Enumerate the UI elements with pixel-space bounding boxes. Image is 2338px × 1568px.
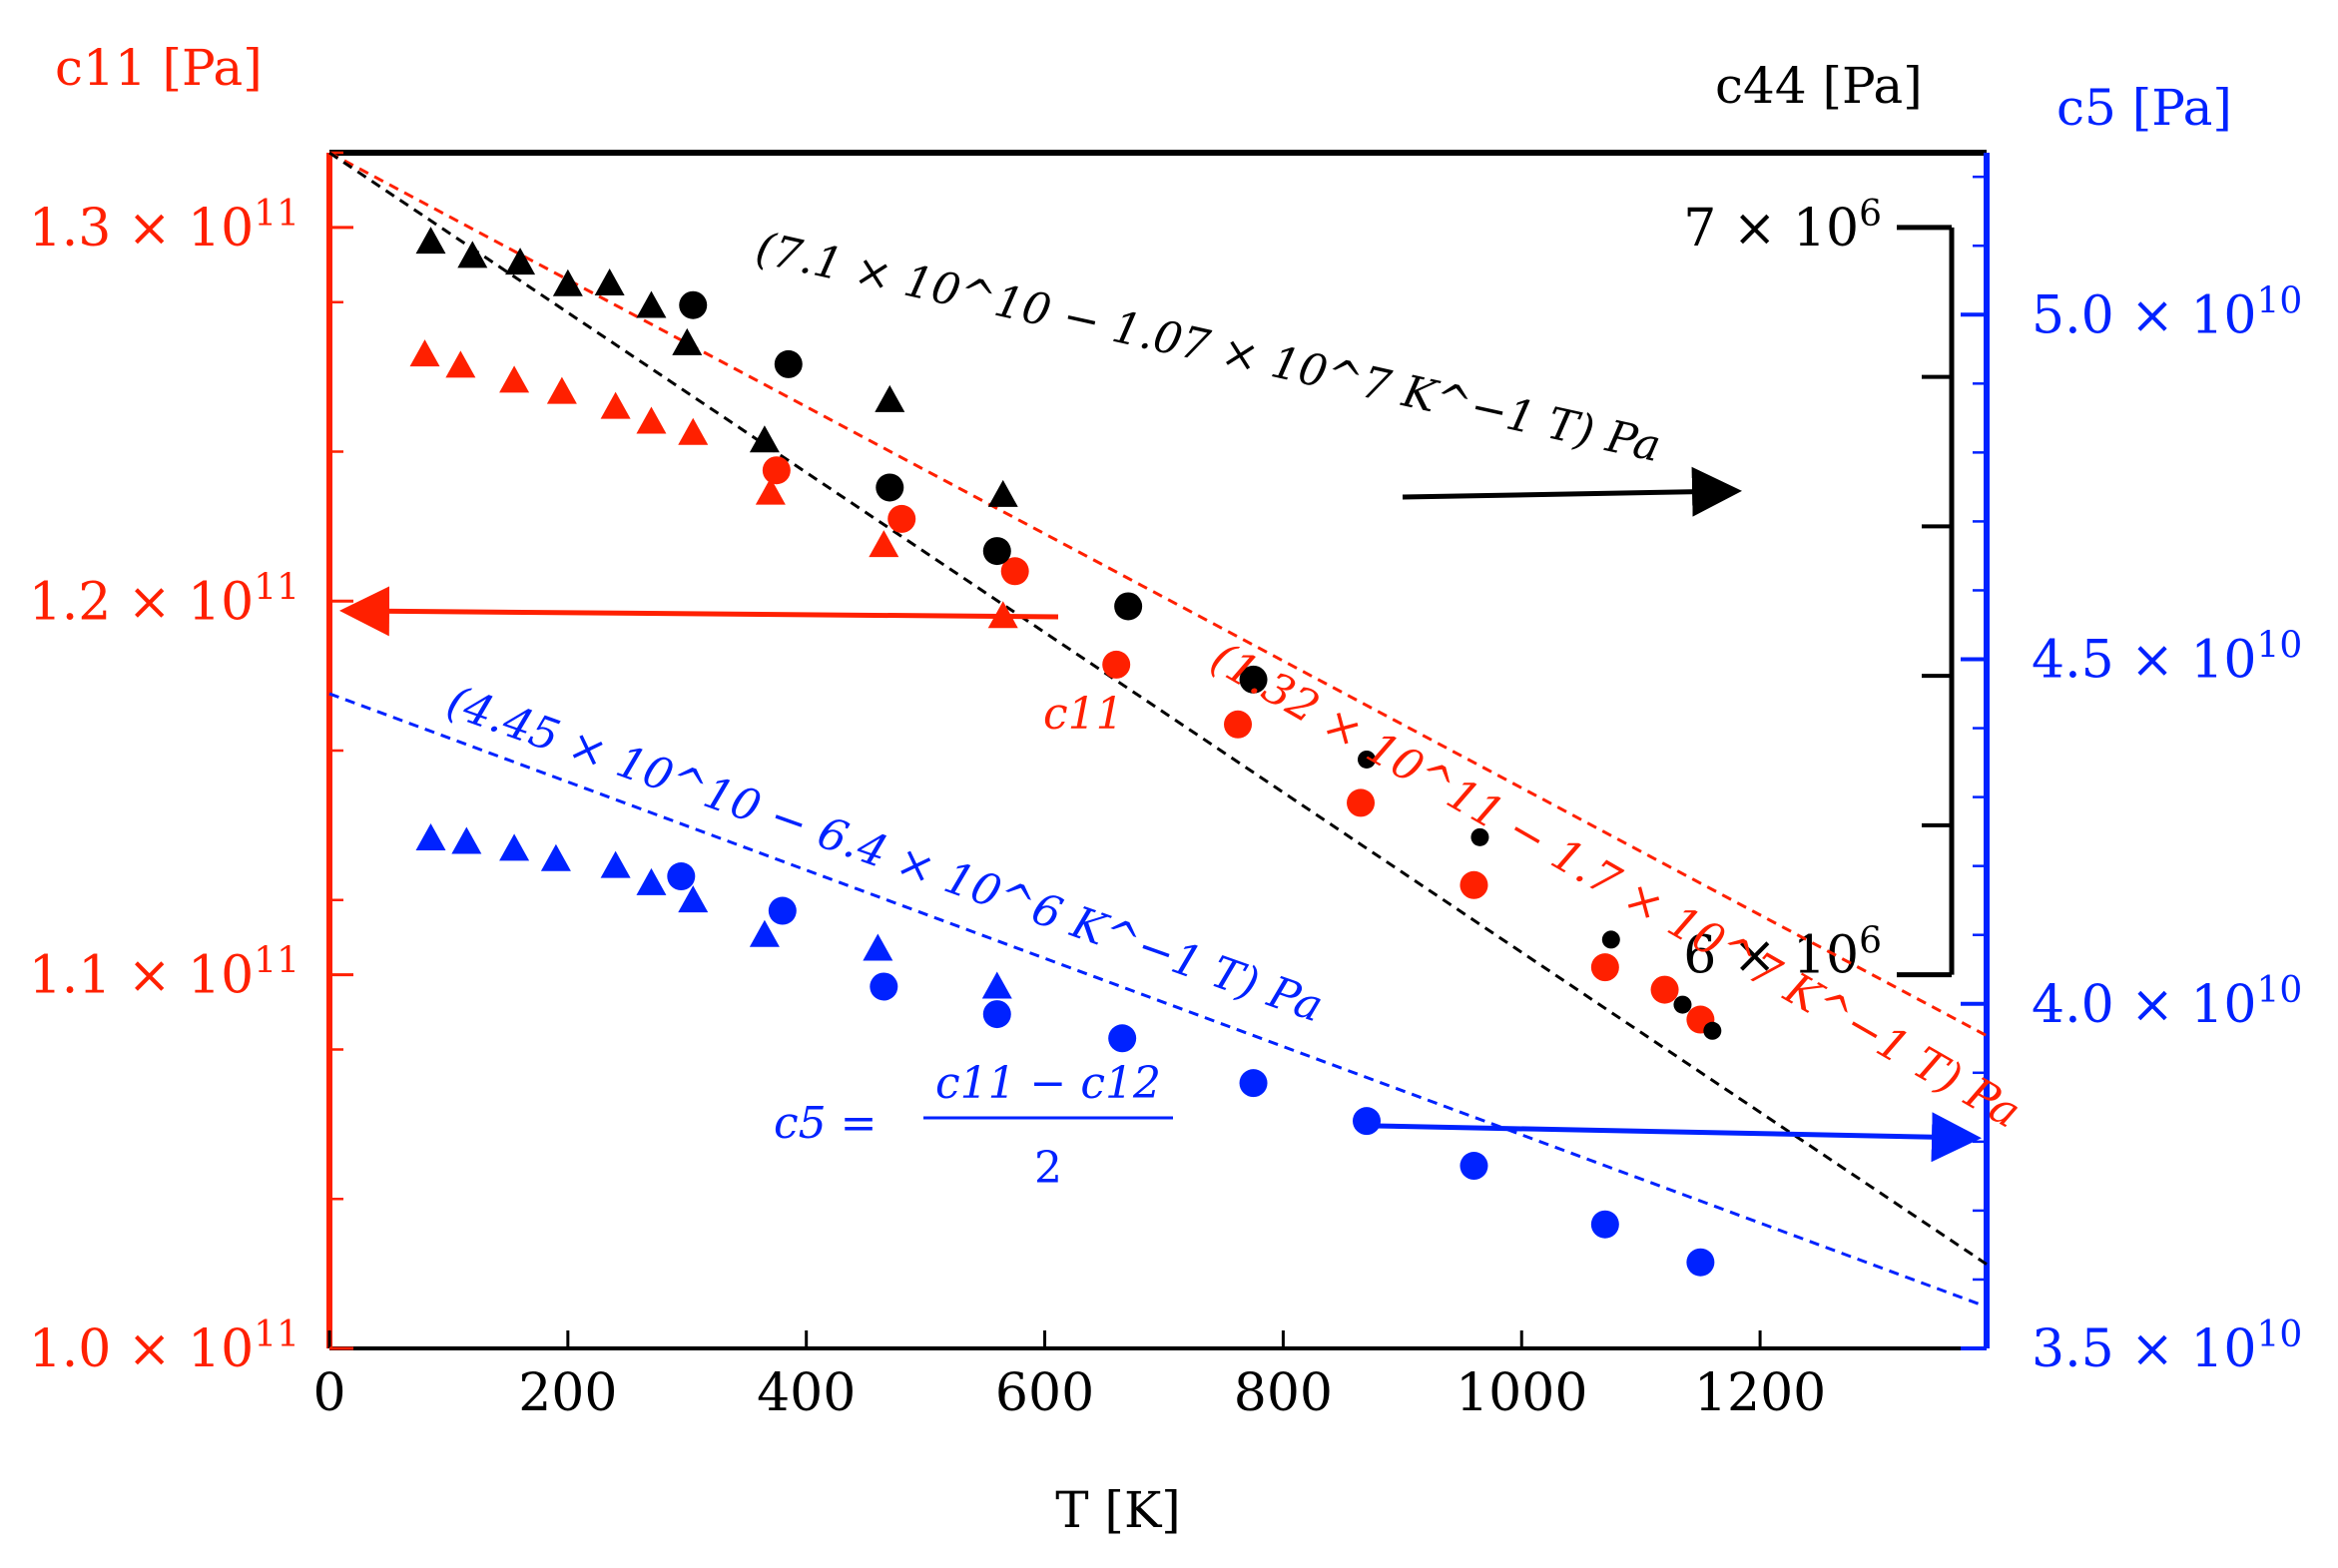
c5-triangle-point (636, 867, 667, 895)
c11-triangle-point (409, 339, 440, 367)
c11-circle-point (887, 504, 916, 533)
c11-tick-label: 1.3 × 1011 (29, 194, 299, 259)
c44-circle-point (1673, 995, 1692, 1014)
c5-circle-point (1239, 1069, 1268, 1098)
c44-triangle-point (457, 241, 488, 268)
c44-triangle-point (749, 425, 780, 453)
c11-circle-point (1347, 788, 1376, 817)
c5-circle-point (1686, 1248, 1715, 1277)
c5-axis-arrow (1375, 1112, 1982, 1163)
c5-triangle-point (678, 885, 709, 913)
x-axis-ticks: 0 200 400 600 800 1000 1200 (312, 1330, 1826, 1423)
c5-circle-point (1352, 1107, 1381, 1136)
c11-tick-label: 1.1 × 1011 (29, 941, 299, 1006)
c44-circle-point (774, 349, 803, 378)
c11-circle-point (1590, 953, 1619, 982)
c44-small-circle-point (1357, 750, 1376, 769)
c44-triangle-point (672, 327, 703, 355)
c44-circle-point (1703, 1021, 1722, 1040)
c5-triangle-point (981, 971, 1012, 999)
c11-axis-label: c11 [Pa] (55, 39, 263, 97)
c11-tick-label: 1.0 × 1011 (29, 1314, 299, 1379)
c5-triangle-point (415, 823, 446, 851)
c44-tick-label: 6 × 106 (1683, 921, 1882, 986)
c44-triangle-point (505, 248, 536, 275)
data-markers (409, 227, 1722, 1277)
x-tick-label: 800 (1234, 1363, 1333, 1423)
c11-triangle-point (499, 365, 530, 393)
c5-tick-label: 4.0 × 1010 (2032, 970, 2302, 1035)
c5-triangle-point (451, 826, 482, 854)
c44-axis-arrow (1402, 466, 1742, 517)
c5-tick-label: 3.5 × 1010 (2032, 1314, 2302, 1379)
c44-circle-point (1601, 930, 1620, 949)
c44-axis-ticks: 6 × 106 7 × 106 (1683, 194, 1955, 986)
c44-tick-label: 7 × 106 (1683, 194, 1882, 259)
c5-circle-point (768, 896, 797, 925)
c44-circle-point (1114, 592, 1143, 621)
c11-fit-label: (1.32 × 10^11 − 1.7 × 10^7 K^−1 T) Pa (1203, 632, 2030, 1138)
c5-axis-ticks: 3.5 × 1010 4.0 × 1010 4.5 × 1010 5.0 × 1010 (1961, 175, 2302, 1379)
c11-triangle-point (445, 350, 476, 378)
c11-triangle-point (678, 417, 709, 445)
c5-triangle-point (600, 850, 631, 878)
c5-triangle-point (863, 933, 893, 961)
c11-fit-line (328, 151, 1988, 1037)
c11-circle-point (1650, 975, 1679, 1004)
c44-triangle-point (415, 227, 446, 255)
c5-definition-lhs: c5 = (774, 1098, 877, 1149)
c5-circle-point (982, 1000, 1011, 1029)
c44-axis-label: c44 [Pa] (1715, 57, 1923, 115)
c11-circle-point (1102, 650, 1131, 679)
c44-circle-point (876, 473, 904, 502)
x-tick-label: 600 (995, 1363, 1094, 1423)
x-tick-label: 1000 (1456, 1363, 1587, 1423)
c5-axis-label: c5 [Pa] (2056, 79, 2232, 137)
c5-circle-point (1460, 1152, 1488, 1181)
fit-lines (328, 151, 1988, 1308)
c44-triangle-point (552, 268, 583, 296)
c11-series-label: c11 (1043, 689, 1124, 740)
c5-definition-denominator: 2 (1034, 1143, 1062, 1194)
c44-fit-label: (7.1 × 10^10 − 1.07 × 10^7 K^−1 T) Pa (752, 223, 1665, 472)
c44-triangle-point (875, 384, 905, 412)
c5-fit-line (328, 692, 1988, 1308)
c44-triangle-point (987, 479, 1018, 507)
c5-circle-point (870, 972, 898, 1001)
c5-triangle-point (749, 919, 780, 947)
c11-tick-label: 1.2 × 1011 (29, 567, 299, 632)
x-axis-label: T [K] (1055, 1481, 1181, 1539)
c5-circle-point (1590, 1210, 1619, 1239)
c5-circle-point (1108, 1024, 1137, 1053)
c11-circle-point (1000, 557, 1029, 586)
c5-tick-label: 5.0 × 1010 (2032, 280, 2302, 345)
c44-circle-point (679, 290, 708, 319)
c5-definition-numerator: c11 − c12 (935, 1058, 1161, 1109)
c5-circle-point (667, 862, 696, 891)
c11-circle-point (762, 456, 791, 485)
x-tick-label: 0 (312, 1363, 345, 1423)
c11-circle-point (1224, 710, 1253, 739)
c5-tick-label: 4.5 × 1010 (2032, 626, 2302, 691)
c11-triangle-point (600, 391, 631, 419)
c11-axis-ticks: 1.0 × 1011 1.1 × 1011 1.2 × 1011 1.3 × 1011 (29, 151, 353, 1379)
c5-triangle-point (540, 843, 571, 871)
x-tick-label: 1200 (1694, 1363, 1826, 1423)
c44-triangle-point (636, 290, 667, 318)
c11-triangle-point (546, 376, 577, 404)
c44-circle-point (1470, 827, 1489, 846)
c11-triangle-point (869, 530, 899, 558)
x-tick-label: 400 (757, 1363, 856, 1423)
c44-circle-point (982, 537, 1011, 566)
c11-axis-arrow (339, 586, 1059, 637)
c5-triangle-point (499, 833, 530, 861)
c44-triangle-point (594, 268, 625, 296)
c44-circle-point (1239, 665, 1268, 694)
c11-triangle-point (755, 477, 786, 505)
x-tick-label: 200 (518, 1363, 617, 1423)
c11-circle-point (1460, 870, 1488, 899)
c11-triangle-point (636, 406, 667, 434)
